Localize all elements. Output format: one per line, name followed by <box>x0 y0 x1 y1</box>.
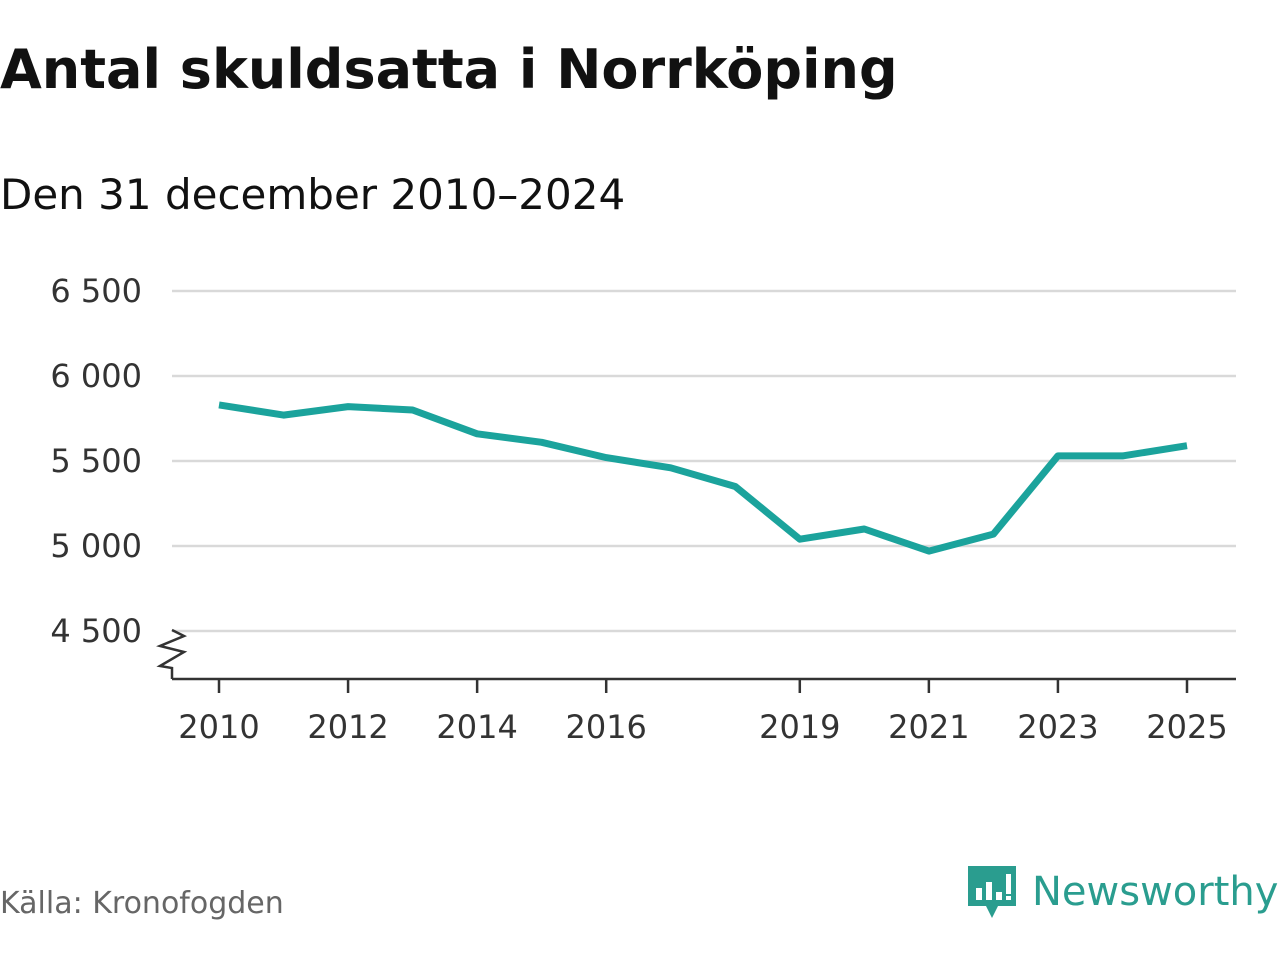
chart-subtitle: Den 31 december 2010–2024 <box>0 170 626 219</box>
x-tick-labels: 2010 2012 2014 2016 2019 2021 2023 2025 <box>178 708 1227 746</box>
x-tick-label: 2021 <box>888 708 969 746</box>
series <box>218 401 1188 555</box>
x-tick-label: 2012 <box>307 708 388 746</box>
series-line <box>218 401 1188 555</box>
x-axis <box>156 628 1236 693</box>
y-tick-label: 5 500 <box>50 442 142 480</box>
grid-lines <box>172 289 1236 633</box>
brand-name: Newsworthy <box>1032 869 1279 915</box>
x-tick-label: 2010 <box>178 708 259 746</box>
x-tick-label: 2025 <box>1146 708 1227 746</box>
axis-break-mark <box>156 628 188 679</box>
y-tick-label: 5 000 <box>50 527 142 565</box>
x-tick-label: 2014 <box>436 708 517 746</box>
source-note: Källa: Kronofogden <box>0 886 284 921</box>
y-tick-label: 6 000 <box>50 357 142 395</box>
x-tick-label: 2016 <box>565 708 646 746</box>
chart-title: Antal skuldsatta i Norrköping <box>0 38 898 101</box>
y-tick-label: 4 500 <box>50 612 142 650</box>
y-tick-label: 6 500 <box>50 272 142 310</box>
x-tick-label: 2019 <box>759 708 840 746</box>
y-tick-labels: 4 500 5 000 5 500 6 000 6 500 <box>50 272 142 650</box>
newsworthy-logo-icon <box>968 866 1016 918</box>
brand-logo: Newsworthy <box>964 862 1278 922</box>
x-tick-label: 2023 <box>1017 708 1098 746</box>
